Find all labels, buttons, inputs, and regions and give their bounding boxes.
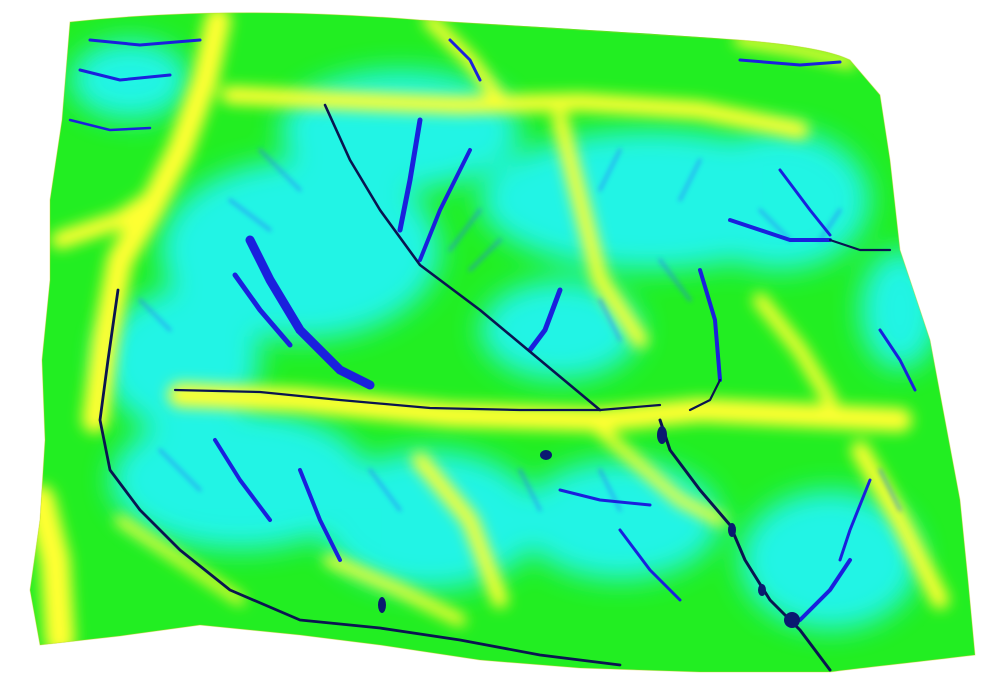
flow-texture	[138, 148, 902, 512]
channel-network	[68, 38, 917, 622]
channel-nodes	[378, 426, 800, 628]
ridge-lines	[30, 12, 949, 655]
main-streams	[98, 103, 892, 672]
surface-edge	[29, 12, 976, 673]
